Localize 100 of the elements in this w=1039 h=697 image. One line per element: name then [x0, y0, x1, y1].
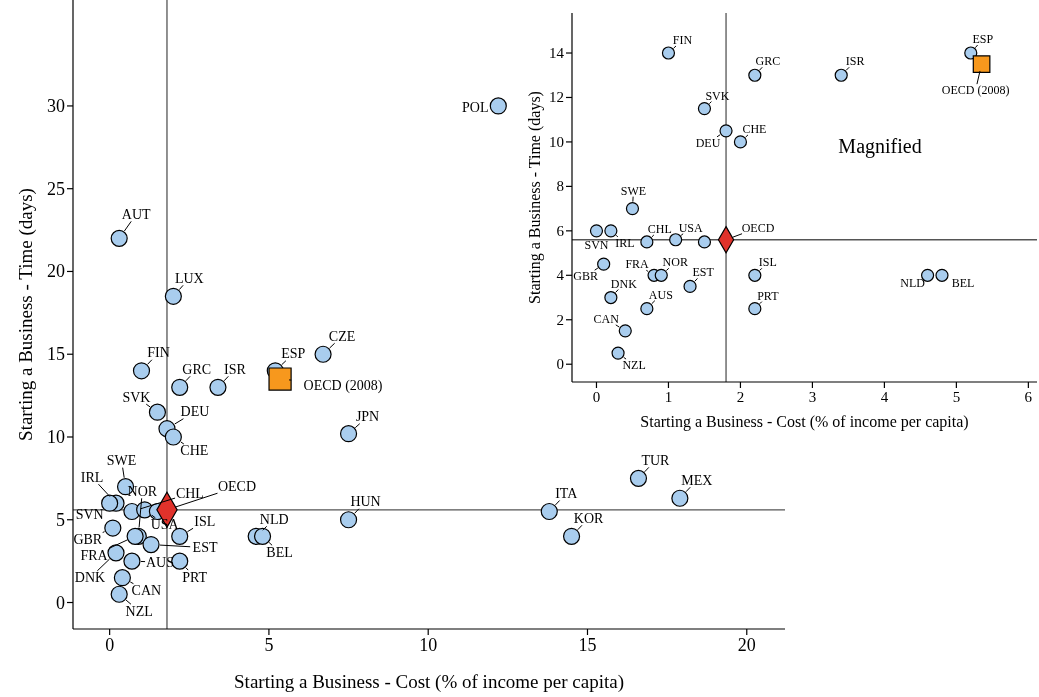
y-axis-title: Starting a Business - Time (days): [526, 91, 544, 304]
x-tick-label: 5: [264, 635, 274, 656]
annotation: DEU: [180, 404, 210, 420]
annotation: DNK: [74, 570, 106, 586]
annotation: AUS: [648, 287, 673, 302]
annotation: CHL: [175, 485, 204, 501]
point: [604, 290, 618, 305]
annotation: MEX: [681, 472, 713, 488]
y-tick-label: 15: [47, 344, 65, 365]
annotation: ISR: [845, 54, 865, 69]
annotation: CHE: [742, 121, 767, 136]
point: [489, 97, 507, 115]
annotation: GBR: [73, 531, 103, 547]
y-tick-label: 20: [47, 261, 65, 282]
point: [697, 235, 712, 249]
x-tick-label: 3: [808, 389, 817, 405]
y-tick-label: 0: [56, 592, 65, 613]
point: [629, 469, 648, 487]
x-tick-label: 5: [952, 389, 961, 405]
annotation: LUX: [174, 270, 204, 286]
annotation: USA: [678, 220, 703, 235]
y-tick-label: 0: [556, 356, 564, 373]
legend-label: OECD (2008): [303, 377, 383, 394]
annotation: CHL: [647, 221, 672, 236]
x-tick-label: 20: [737, 635, 756, 656]
annotation: NOR: [127, 483, 158, 499]
annotation: ISL: [194, 513, 216, 529]
point: [719, 124, 733, 138]
x-axis-title: Starting a Business - Cost (% of income per capita): [234, 671, 624, 693]
x-tick-label: 4: [880, 389, 889, 405]
series-label: OECD (2008): [941, 83, 1010, 98]
text: OECD: [217, 479, 257, 495]
y-tick-label: 2: [556, 311, 564, 328]
annotation: FRA: [625, 257, 650, 272]
annotation: ISR: [224, 361, 247, 377]
x-tick-label: 1: [664, 389, 673, 405]
point: [209, 378, 227, 396]
point: [604, 224, 618, 238]
annotation: DEU: [695, 135, 721, 150]
annotation: EST: [192, 540, 218, 556]
annotation: GBR: [573, 269, 599, 284]
point: [164, 287, 182, 305]
point: [562, 527, 581, 545]
annotation: BEL: [266, 544, 293, 560]
annotation: EST: [692, 265, 715, 280]
y-tick-label: 5: [56, 509, 65, 530]
point: [253, 527, 272, 545]
annotation: NOR: [662, 255, 688, 270]
annotation: PRT: [182, 569, 208, 585]
point: [683, 279, 697, 293]
annotation: FIN: [147, 345, 170, 361]
annotation: GRC: [755, 54, 781, 69]
annotation: NLD: [259, 511, 289, 527]
annotation: PRT: [757, 288, 780, 303]
point: [748, 302, 762, 316]
x-tick-label: 0: [105, 635, 115, 656]
point: [972, 55, 991, 74]
point: [834, 68, 848, 82]
annotation: CAN: [131, 583, 162, 599]
point: [640, 302, 654, 316]
y-axis-title: Starting a Business - Time (days): [15, 188, 37, 441]
point: [101, 494, 119, 512]
point: [110, 585, 128, 603]
y-tick-label: 12: [549, 89, 564, 106]
annotation: ESP: [972, 32, 994, 47]
point: [104, 519, 122, 537]
x-tick-label: 2: [736, 389, 745, 405]
point: [339, 425, 358, 443]
annotation: JPN: [355, 409, 380, 425]
point: [148, 403, 167, 421]
point: [589, 224, 604, 238]
y-tick-label: 6: [556, 222, 565, 239]
point: [314, 345, 332, 363]
point: [164, 428, 182, 446]
annotation: POL: [462, 100, 489, 116]
point: [697, 102, 712, 116]
point: [935, 268, 949, 282]
annotation: NZL: [622, 358, 646, 373]
annotation: FRA: [80, 547, 109, 563]
y-tick-label: 14: [549, 45, 565, 62]
y-tick-label: 8: [556, 178, 564, 195]
annotation: GRC: [182, 361, 212, 377]
annotation: SWE: [106, 453, 137, 469]
point: [661, 46, 676, 60]
x-tick-label: 10: [419, 635, 438, 656]
point: [123, 552, 141, 570]
annotation: IRL: [615, 235, 635, 250]
annotation: ITA: [555, 485, 579, 501]
x-tick-label: 6: [1024, 389, 1033, 405]
point: [669, 233, 683, 247]
annotation: NLD: [900, 276, 926, 291]
point: [268, 367, 292, 391]
point: [748, 68, 762, 82]
point: [110, 229, 128, 247]
point: [654, 268, 668, 282]
annotation: SVK: [122, 389, 151, 405]
point: [597, 257, 611, 271]
point: [171, 527, 189, 545]
annotation: SVN: [75, 506, 104, 522]
annotation: SWE: [620, 183, 647, 198]
